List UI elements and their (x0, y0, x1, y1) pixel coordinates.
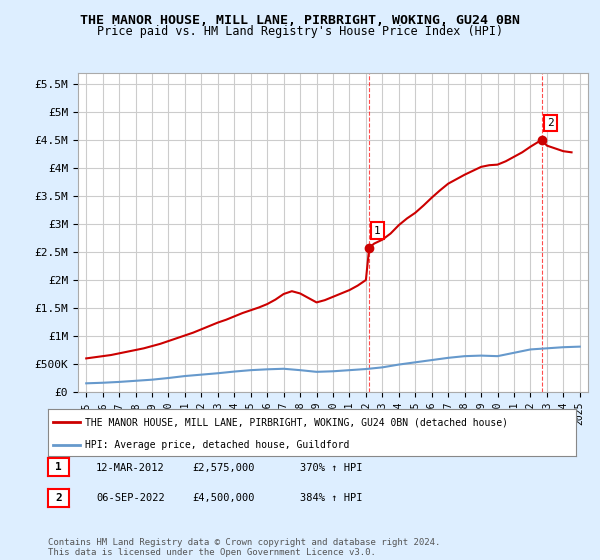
Text: 1: 1 (374, 226, 381, 236)
Text: 06-SEP-2022: 06-SEP-2022 (96, 493, 165, 503)
Text: 370% ↑ HPI: 370% ↑ HPI (300, 463, 362, 473)
Text: 384% ↑ HPI: 384% ↑ HPI (300, 493, 362, 503)
Text: 1: 1 (55, 462, 62, 472)
Text: 2: 2 (55, 493, 62, 503)
Text: THE MANOR HOUSE, MILL LANE, PIRBRIGHT, WOKING, GU24 0BN (detached house): THE MANOR HOUSE, MILL LANE, PIRBRIGHT, W… (85, 417, 508, 427)
Text: Price paid vs. HM Land Registry's House Price Index (HPI): Price paid vs. HM Land Registry's House … (97, 25, 503, 38)
Text: 2: 2 (547, 118, 554, 128)
Text: HPI: Average price, detached house, Guildford: HPI: Average price, detached house, Guil… (85, 440, 349, 450)
Text: £4,500,000: £4,500,000 (192, 493, 254, 503)
Text: THE MANOR HOUSE, MILL LANE, PIRBRIGHT, WOKING, GU24 0BN: THE MANOR HOUSE, MILL LANE, PIRBRIGHT, W… (80, 14, 520, 27)
Text: Contains HM Land Registry data © Crown copyright and database right 2024.
This d: Contains HM Land Registry data © Crown c… (48, 538, 440, 557)
Text: £2,575,000: £2,575,000 (192, 463, 254, 473)
Text: 12-MAR-2012: 12-MAR-2012 (96, 463, 165, 473)
